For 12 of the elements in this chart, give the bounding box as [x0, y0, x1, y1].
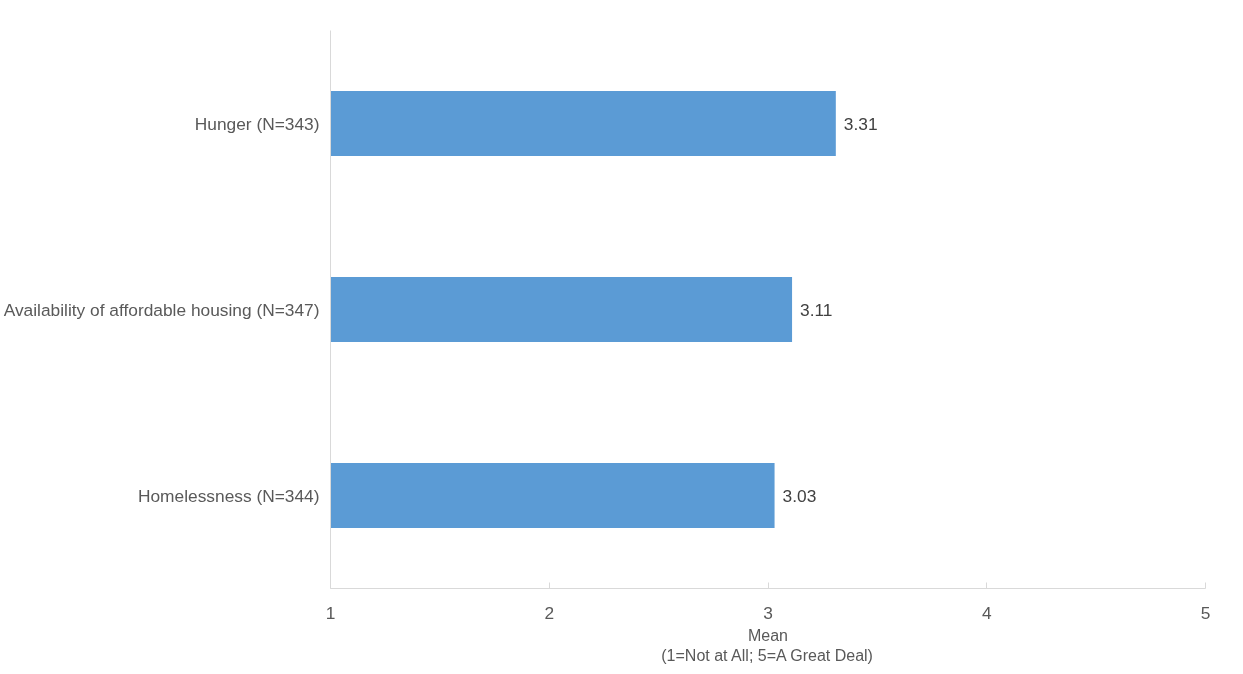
x-tick-label: 4	[981, 602, 992, 623]
y-tick-label: Availability of affordable housing (N=347)	[3, 299, 320, 320]
y-tick-label: Homelessness (N=344)	[137, 485, 320, 506]
x-axis-title: Mean (1=Not at All; 5=A Great Deal)	[661, 626, 873, 664]
data-label: 3.31	[843, 113, 878, 134]
x-tick-label: 5	[1200, 602, 1211, 623]
data-label: 3.03	[782, 485, 817, 506]
data-label: 3.11	[800, 299, 833, 320]
x-tick-label: 2	[544, 602, 555, 623]
x-tick-label: 1	[325, 602, 336, 623]
y-tick-label: Hunger (N=343)	[194, 113, 320, 134]
x-tick-label: 3	[763, 602, 773, 623]
